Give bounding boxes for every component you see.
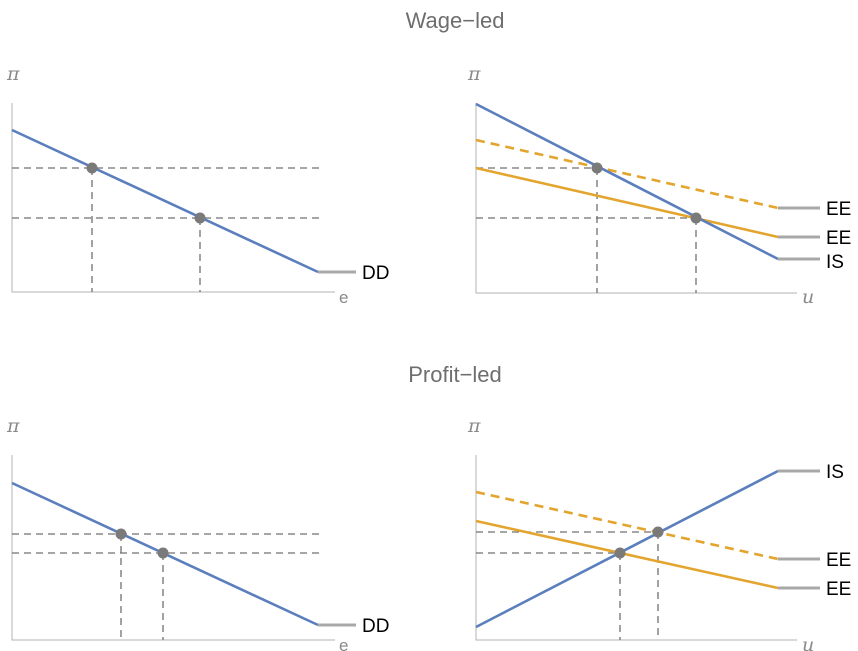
- u-axis-label: u: [802, 286, 814, 308]
- wage-led-title: Wage−led: [406, 8, 505, 33]
- dd-label: DD: [362, 263, 389, 284]
- e-axis-label: e: [339, 288, 348, 307]
- ee-curve: [475, 519, 779, 590]
- equilibrium-point: [157, 547, 169, 559]
- pi-axis-label: π: [6, 63, 20, 85]
- dd-label: DD: [362, 616, 389, 637]
- wage-led-right-panel: π EE EE IS u: [467, 63, 851, 308]
- pi-axis-label: π: [6, 415, 20, 437]
- axes: [475, 455, 797, 641]
- profit-led-left-panel: π DD e: [6, 415, 389, 651]
- pi-axis-label: π: [467, 63, 481, 85]
- is-label: IS: [826, 252, 844, 273]
- equilibrium-point: [86, 162, 98, 174]
- equilibrium-point: [115, 528, 127, 540]
- wage-led-left-panel: π DD e: [6, 63, 389, 307]
- equilibrium-point: [591, 162, 603, 174]
- equilibrium-point: [194, 212, 206, 224]
- axes: [11, 455, 335, 641]
- ee-curve-dashed: [475, 138, 779, 210]
- ee-label: EE: [826, 550, 851, 571]
- is-curve: [475, 102, 779, 261]
- e-axis-label: e: [339, 636, 348, 651]
- equilibrium-point: [614, 547, 626, 559]
- axes: [475, 103, 797, 294]
- pi-axis-label: π: [467, 415, 481, 437]
- u-axis-label: u: [802, 634, 814, 651]
- axes: [11, 103, 335, 293]
- profit-led-right-panel: π IS EE EE u: [467, 415, 851, 651]
- equilibrium-point: [690, 212, 702, 224]
- profit-led-title: Profit−led: [408, 362, 502, 387]
- is-curve: [475, 469, 779, 629]
- is-label: IS: [826, 462, 844, 483]
- equilibrium-point: [652, 526, 664, 538]
- ee-curve-dashed: [475, 490, 779, 561]
- ee-label: EE: [826, 228, 851, 249]
- ee-label: EE: [826, 579, 851, 600]
- ee-label: EE: [826, 199, 851, 220]
- dd-curve: [11, 128, 319, 274]
- ee-curve: [475, 166, 779, 239]
